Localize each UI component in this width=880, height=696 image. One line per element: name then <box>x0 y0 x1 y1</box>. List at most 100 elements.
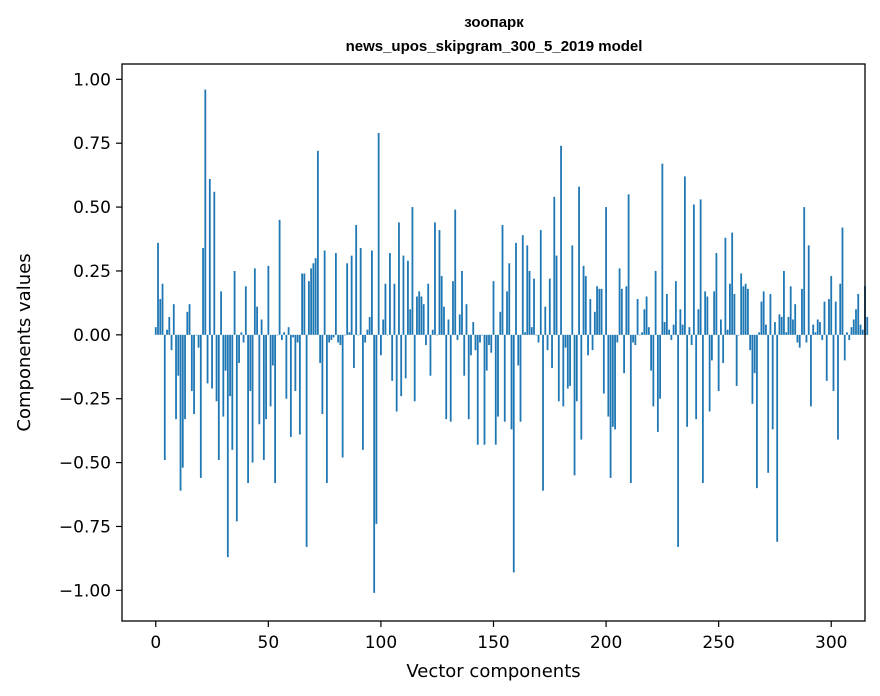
bar <box>337 334 340 343</box>
chart-subtitle: news_upos_skipgram_300_5_2019 model <box>346 38 643 55</box>
bar <box>715 253 718 335</box>
bar <box>386 334 389 336</box>
bar <box>807 245 810 335</box>
bar <box>524 332 526 335</box>
bar <box>249 334 252 392</box>
bar <box>636 299 639 335</box>
bar <box>375 334 378 524</box>
bar <box>573 334 576 476</box>
bar <box>857 293 860 335</box>
bar <box>724 237 727 335</box>
bar <box>825 334 828 381</box>
bar <box>812 324 815 335</box>
bar <box>175 334 177 420</box>
bar <box>580 334 583 440</box>
bar <box>618 268 621 335</box>
bar <box>224 334 227 371</box>
bar <box>668 329 671 335</box>
bar <box>208 178 211 335</box>
bar <box>794 304 797 335</box>
bar <box>510 334 513 430</box>
bar <box>686 334 689 427</box>
bar <box>404 334 407 379</box>
bar <box>364 334 367 343</box>
y-tick-label: 0.00 <box>73 326 111 346</box>
bar <box>852 319 855 335</box>
bar <box>850 327 853 335</box>
bar <box>787 316 790 335</box>
bar <box>848 334 851 340</box>
bar <box>553 196 556 335</box>
bar <box>407 260 409 335</box>
bar <box>830 276 833 335</box>
bar <box>625 286 628 335</box>
bar <box>389 253 391 335</box>
bar <box>828 299 830 335</box>
bar <box>416 296 418 335</box>
bar <box>771 334 774 430</box>
bar <box>744 283 747 335</box>
bar <box>357 334 360 336</box>
bar <box>321 334 324 415</box>
bar <box>861 329 864 335</box>
bar <box>614 334 616 430</box>
bar <box>762 291 765 335</box>
bar <box>517 334 520 366</box>
bar <box>697 309 700 335</box>
bar <box>611 334 614 427</box>
bar <box>665 293 668 335</box>
bar <box>242 334 245 343</box>
bar <box>427 283 430 335</box>
bar <box>605 207 607 335</box>
bar <box>587 334 589 356</box>
bar <box>733 293 736 335</box>
bar <box>488 334 490 346</box>
bar <box>256 306 258 335</box>
bar <box>801 288 803 335</box>
bar <box>307 281 310 335</box>
bar <box>271 334 274 366</box>
bar <box>663 322 666 335</box>
bar <box>542 334 544 491</box>
bar <box>199 334 202 478</box>
bar <box>629 334 632 484</box>
bar <box>238 334 240 363</box>
bar <box>334 253 337 335</box>
bar <box>661 163 664 335</box>
y-tick-label: 0.50 <box>73 198 111 218</box>
bar <box>774 322 776 335</box>
bar <box>515 242 517 335</box>
bar <box>616 334 619 343</box>
bar <box>472 322 475 335</box>
bar <box>499 311 502 335</box>
x-tick-label: 250 <box>702 633 734 653</box>
bar <box>341 334 344 458</box>
bar <box>765 324 767 335</box>
bar <box>798 334 801 348</box>
bar <box>262 334 265 461</box>
bar <box>325 334 328 484</box>
bar <box>738 334 740 336</box>
bar <box>641 332 643 335</box>
bar <box>859 324 862 335</box>
bar <box>548 278 551 335</box>
bar <box>645 296 648 335</box>
bar <box>841 227 844 335</box>
bar <box>821 334 824 340</box>
bar <box>492 281 495 335</box>
bar <box>274 334 276 484</box>
bar <box>425 334 427 346</box>
y-axis: 1.00 0.75 0.50 0.25 0.00 −0.25 −0.50 −0.75 −1.00 <box>59 70 122 601</box>
bar <box>422 304 425 335</box>
bar <box>467 334 470 420</box>
bar <box>638 334 641 336</box>
bar <box>569 334 571 386</box>
bar <box>654 270 657 335</box>
bar <box>623 334 625 374</box>
bar <box>382 319 385 335</box>
bar <box>810 334 812 407</box>
bar <box>310 268 313 335</box>
x-tick-label: 0 <box>150 633 161 653</box>
bar <box>436 334 439 336</box>
bar <box>303 273 306 335</box>
